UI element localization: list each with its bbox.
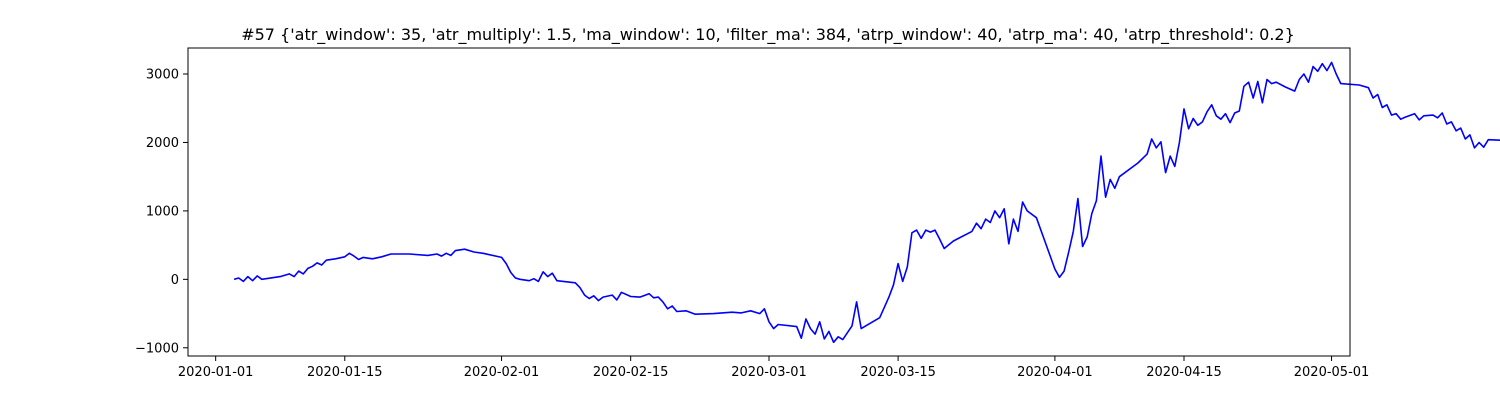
x-tick-label: 2020-03-15 — [860, 365, 936, 380]
x-tick-label: 2020-05-01 — [1294, 365, 1370, 380]
y-tick-label: −1000 — [135, 341, 179, 356]
x-tick-label: 2020-02-15 — [593, 365, 669, 380]
axes-frame — [187, 47, 1351, 357]
x-tick-label: 2020-04-01 — [1017, 365, 1093, 380]
x-tick-label: 2020-03-01 — [731, 365, 807, 380]
x-tick-label: 2020-04-15 — [1146, 365, 1222, 380]
x-tick-label: 2020-01-01 — [178, 365, 254, 380]
y-tick-label: 0 — [171, 273, 179, 288]
x-tick-label: 2020-02-01 — [464, 365, 540, 380]
series-line-equity — [233, 61, 1500, 344]
x-tick-label: 2020-01-15 — [307, 365, 383, 380]
chart-title: #57 {'atr_window': 35, 'atr_multiply': 1… — [241, 25, 1295, 45]
axes: 2020-01-01 2020-01-15 2020-02-01 2020-02-15… — [135, 47, 1370, 380]
y-tick-label: 3000 — [146, 68, 179, 83]
y-tick-label: 2000 — [146, 136, 179, 151]
y-tick-label: 1000 — [146, 204, 179, 219]
plot-area — [233, 61, 1500, 344]
